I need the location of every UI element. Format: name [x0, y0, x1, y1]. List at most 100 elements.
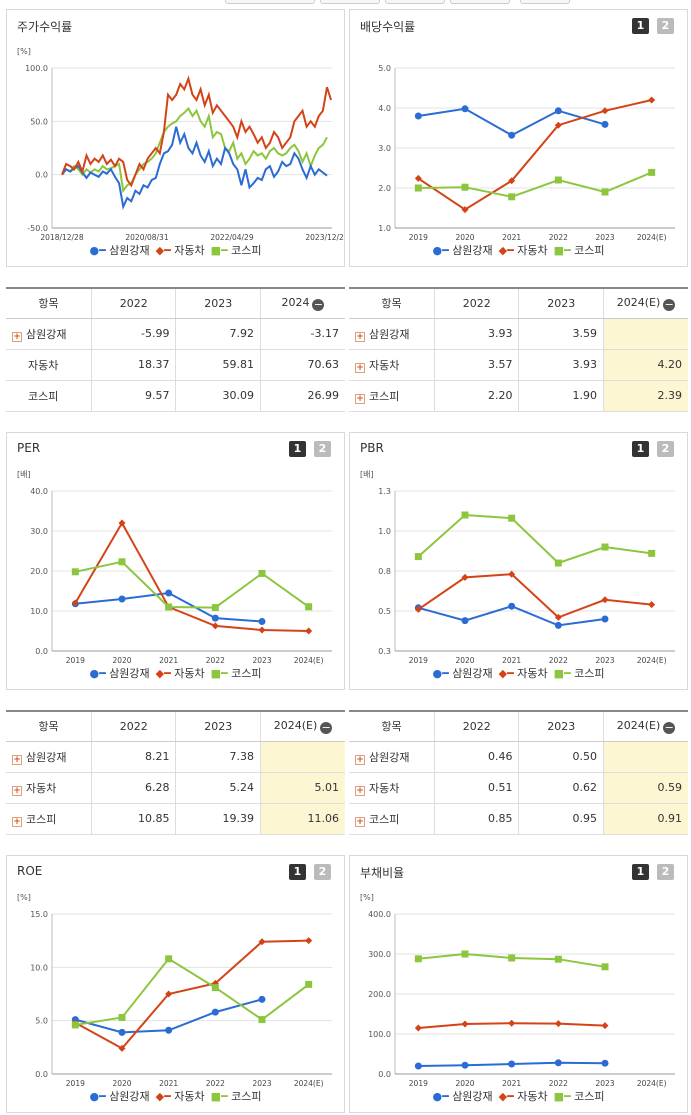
data-point-auto[interactable]: [165, 990, 173, 998]
legend-item-samwon[interactable]: ●━ 삼원강재: [89, 667, 149, 680]
data-point-samwon[interactable]: [118, 595, 126, 603]
page-1-button[interactable]: 1: [632, 864, 649, 880]
data-point-auto[interactable]: [461, 573, 469, 581]
data-point-kospi[interactable]: [601, 543, 609, 551]
legend-item-auto[interactable]: ◆━ 자동차: [156, 667, 205, 680]
legend-item-auto[interactable]: ◆━ 자동차: [156, 244, 205, 257]
data-point-auto[interactable]: [554, 613, 562, 621]
expand-icon[interactable]: +: [12, 816, 22, 827]
data-point-kospi[interactable]: [601, 963, 609, 971]
toolbar-button[interactable]: [450, 0, 510, 4]
expand-icon[interactable]: +: [355, 754, 365, 765]
data-point-auto[interactable]: [601, 1022, 609, 1030]
data-point-samwon[interactable]: [461, 1061, 469, 1069]
toolbar-button[interactable]: [320, 0, 380, 4]
data-point-auto[interactable]: [118, 1044, 126, 1052]
expand-icon[interactable]: +: [12, 785, 22, 796]
data-point-samwon[interactable]: [461, 617, 469, 625]
page-2-button[interactable]: 2: [314, 441, 331, 457]
data-point-kospi[interactable]: [461, 950, 469, 958]
data-point-auto[interactable]: [461, 1020, 469, 1028]
expand-icon[interactable]: +: [355, 785, 365, 796]
data-point-kospi[interactable]: [71, 1021, 79, 1029]
data-point-kospi[interactable]: [601, 188, 609, 196]
expand-icon[interactable]: +: [12, 754, 22, 765]
expand-icon[interactable]: +: [355, 331, 365, 342]
legend-item-samwon[interactable]: ●━ 삼원강재: [432, 244, 492, 257]
page-1-button[interactable]: 1: [632, 18, 649, 34]
data-point-auto[interactable]: [258, 938, 266, 946]
data-point-auto[interactable]: [554, 1020, 562, 1028]
data-point-samwon[interactable]: [165, 1026, 173, 1034]
data-point-kospi[interactable]: [305, 603, 313, 611]
data-point-kospi[interactable]: [508, 514, 516, 522]
data-point-samwon[interactable]: [258, 995, 266, 1003]
data-point-kospi[interactable]: [414, 184, 422, 192]
page-1-button[interactable]: 1: [289, 864, 306, 880]
data-point-kospi[interactable]: [118, 558, 126, 566]
page-2-button[interactable]: 2: [657, 441, 674, 457]
data-point-auto[interactable]: [414, 174, 422, 182]
data-point-auto[interactable]: [648, 601, 656, 609]
data-point-samwon[interactable]: [601, 120, 609, 128]
expand-icon[interactable]: +: [355, 393, 365, 404]
data-point-auto[interactable]: [414, 1024, 422, 1032]
data-point-kospi[interactable]: [71, 568, 79, 576]
legend-item-kospi[interactable]: ■━ 코스피: [211, 667, 262, 680]
data-point-kospi[interactable]: [554, 176, 562, 184]
page-1-button[interactable]: 1: [632, 441, 649, 457]
page-2-button[interactable]: 2: [657, 18, 674, 34]
legend-item-samwon[interactable]: ●━ 삼원강재: [89, 244, 149, 257]
data-point-samwon[interactable]: [601, 615, 609, 623]
data-point-samwon[interactable]: [118, 1028, 126, 1036]
legend-item-kospi[interactable]: ■━ 코스피: [554, 1090, 605, 1103]
data-point-samwon[interactable]: [211, 1008, 219, 1016]
data-point-samwon[interactable]: [461, 105, 469, 113]
data-point-samwon[interactable]: [414, 112, 422, 120]
data-point-samwon[interactable]: [554, 1059, 562, 1067]
data-point-auto[interactable]: [414, 605, 422, 613]
data-point-samwon[interactable]: [211, 614, 219, 622]
legend-item-kospi[interactable]: ■━ 코스피: [211, 244, 262, 257]
data-point-kospi[interactable]: [461, 183, 469, 191]
legend-item-samwon[interactable]: ●━ 삼원강재: [89, 1090, 149, 1103]
collapse-icon[interactable]: −: [312, 297, 325, 311]
collapse-icon[interactable]: −: [663, 720, 676, 734]
expand-icon[interactable]: +: [355, 362, 365, 373]
legend-item-kospi[interactable]: ■━ 코스피: [211, 1090, 262, 1103]
page-2-button[interactable]: 2: [657, 864, 674, 880]
data-point-kospi[interactable]: [211, 604, 219, 612]
data-point-auto[interactable]: [71, 599, 79, 607]
data-point-samwon[interactable]: [414, 1062, 422, 1070]
legend-item-kospi[interactable]: ■━ 코스피: [554, 667, 605, 680]
data-point-samwon[interactable]: [258, 617, 266, 625]
data-point-samwon[interactable]: [165, 589, 173, 597]
data-point-kospi[interactable]: [648, 549, 656, 557]
data-point-kospi[interactable]: [461, 511, 469, 519]
data-point-kospi[interactable]: [414, 955, 422, 963]
data-point-kospi[interactable]: [258, 569, 266, 577]
data-point-auto[interactable]: [211, 622, 219, 630]
data-point-samwon[interactable]: [554, 621, 562, 629]
page-1-button[interactable]: 1: [289, 441, 306, 457]
data-point-kospi[interactable]: [258, 1016, 266, 1024]
data-point-kospi[interactable]: [648, 168, 656, 176]
data-point-auto[interactable]: [305, 627, 313, 635]
data-point-auto[interactable]: [508, 570, 516, 578]
data-point-auto[interactable]: [601, 107, 609, 115]
toolbar-button[interactable]: [225, 0, 315, 4]
legend-item-samwon[interactable]: ●━ 삼원강재: [432, 1090, 492, 1103]
toolbar-button[interactable]: [520, 0, 570, 4]
data-point-kospi[interactable]: [118, 1013, 126, 1021]
data-point-auto[interactable]: [601, 596, 609, 604]
data-point-samwon[interactable]: [508, 602, 516, 610]
data-point-auto[interactable]: [258, 626, 266, 634]
data-point-kospi[interactable]: [554, 955, 562, 963]
data-point-auto[interactable]: [118, 519, 126, 527]
data-point-kospi[interactable]: [508, 193, 516, 201]
data-point-kospi[interactable]: [165, 603, 173, 611]
toolbar-button[interactable]: [385, 0, 445, 4]
legend-item-auto[interactable]: ◆━ 자동차: [499, 1090, 548, 1103]
legend-item-samwon[interactable]: ●━ 삼원강재: [432, 667, 492, 680]
data-point-auto[interactable]: [648, 96, 656, 104]
